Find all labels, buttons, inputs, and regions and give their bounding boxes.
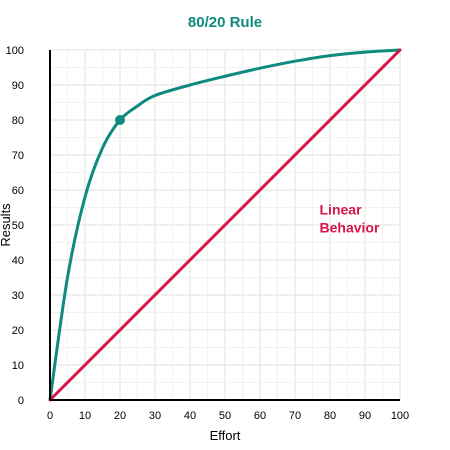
grid (49, 49, 401, 401)
x-tick-label: 100 (391, 410, 409, 422)
series-line-1 (48, 48, 402, 402)
y-tick-label: 50 (12, 220, 24, 232)
x-tick-label: 90 (359, 410, 371, 422)
annotation-line: Linear (320, 202, 363, 218)
x-tick-label: 70 (289, 410, 301, 422)
annotations: Linear Behavior (320, 202, 380, 236)
x-tick-label: 10 (79, 410, 91, 422)
y-tick-label: 80 (12, 115, 24, 127)
axes (49, 50, 400, 401)
y-tick-label: 70 (12, 150, 24, 162)
x-tick-label: 20 (114, 410, 126, 422)
x-tick-label: 80 (324, 410, 336, 422)
y-tick-label: 30 (12, 290, 24, 302)
x-tick-label: 30 (149, 410, 161, 422)
y-tick-label: 100 (6, 45, 24, 57)
y-tick-label: 40 (12, 255, 24, 267)
series-layer (48, 48, 402, 402)
y-tick-label: 0 (18, 395, 24, 407)
y-tick-label: 20 (12, 325, 24, 337)
y-tick-label: 60 (12, 185, 24, 197)
y-axis-label: Results (0, 203, 13, 247)
x-axis-label: Effort (210, 428, 241, 443)
tick-labels: 0 10 20 30 40 50 60 70 80 90 100 0 10 20 30 40 50 60 70 80 9… (6, 45, 410, 422)
y-tick-label: 90 (12, 80, 24, 92)
highlight-point (115, 115, 125, 125)
x-tick-label: 50 (219, 410, 231, 422)
x-tick-label: 60 (254, 410, 266, 422)
annotation-line: Behavior (320, 220, 380, 236)
series-line-0 (48, 48, 402, 402)
y-tick-label: 10 (12, 360, 24, 372)
chart-title: 80/20 Rule (188, 14, 262, 31)
x-tick-label: 40 (184, 410, 196, 422)
x-tick-label: 0 (47, 410, 53, 422)
